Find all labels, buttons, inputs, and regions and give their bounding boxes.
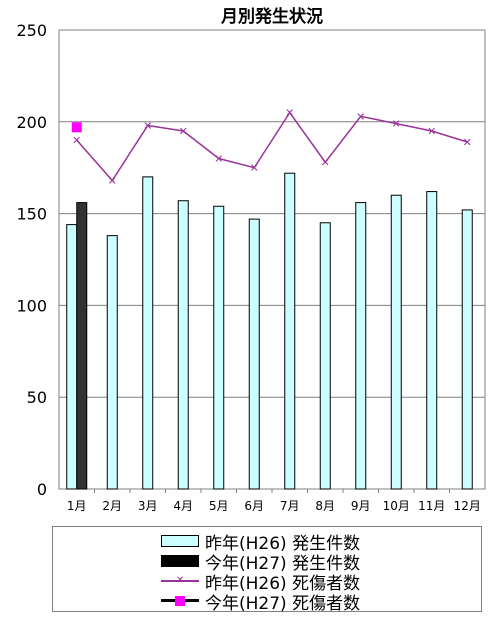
data-point-marker: ✕ xyxy=(427,125,436,138)
chart-title: 月別発生状況 xyxy=(220,6,323,27)
bar xyxy=(284,172,296,490)
legend-swatch-h26-incidents xyxy=(161,533,199,549)
legend-label-h27-incidents: 今年(H27) 発生件数 xyxy=(205,553,361,574)
data-point-marker: ✕ xyxy=(285,107,294,120)
bar xyxy=(248,218,260,490)
x-tick-label: 8月 xyxy=(315,499,335,513)
y-tick-label: 250 xyxy=(16,21,47,40)
bar xyxy=(319,222,331,490)
series-line xyxy=(76,111,468,182)
bar xyxy=(177,200,189,490)
legend-item-h26-incidents: 昨年(H26) 発生件数 xyxy=(161,531,361,554)
legend-item-h26-casualties: ✕ 昨年(H26) 死傷者数 xyxy=(161,571,361,594)
legend-item-h27-incidents: 今年(H27) 発生件数 xyxy=(161,551,361,574)
x-tick-label: 10月 xyxy=(383,499,410,513)
bar xyxy=(66,224,78,490)
x-tick-label: 9月 xyxy=(351,499,371,513)
x-tick-label: 6月 xyxy=(244,499,264,513)
y-tick-label: 50 xyxy=(27,388,47,407)
bar xyxy=(106,235,118,490)
x-tick-label: 3月 xyxy=(138,499,158,513)
legend-swatch-h27-casualties xyxy=(161,593,199,609)
bar xyxy=(355,202,367,490)
x-tick-label: 5月 xyxy=(209,499,229,513)
x-tick-label: 7月 xyxy=(280,499,300,513)
y-tick-label: 0 xyxy=(37,480,47,499)
data-point-marker: ✕ xyxy=(214,153,223,166)
legend-label-h26-incidents: 昨年(H26) 発生件数 xyxy=(205,533,361,554)
legend-item-h27-casualties: 今年(H27) 死傷者数 xyxy=(161,591,361,614)
x-tick-label: 11月 xyxy=(418,499,445,513)
data-point-marker: ✕ xyxy=(72,134,81,147)
legend-swatch-h26-casualties: ✕ xyxy=(161,573,199,589)
bar xyxy=(76,202,88,490)
legend-label-h26-casualties: 昨年(H26) 死傷者数 xyxy=(205,573,361,594)
y-tick-label: 100 xyxy=(16,296,47,315)
x-tick-label: 12月 xyxy=(454,499,481,513)
data-point-marker: ✕ xyxy=(463,136,472,149)
plot-border xyxy=(58,29,486,490)
data-point-marker: ✕ xyxy=(392,118,401,131)
x-tick-label: 1月 xyxy=(67,499,87,513)
data-point-marker: ✕ xyxy=(356,110,365,123)
chart-canvas: 月別発生状況 0 50 100 150 200 250 1月 2月 3月 4月 5月 6月 7月 8月 9月… xyxy=(16,6,486,513)
plot-area: 0 50 100 150 200 250 1月 2月 3月 4月 5月 6月 7月 8月 9月 10月 11月 1… xyxy=(16,21,486,513)
x-tick-label: 4月 xyxy=(173,499,193,513)
data-point-marker: ✕ xyxy=(108,175,117,188)
y-tick-label: 150 xyxy=(16,205,47,224)
bar xyxy=(426,191,438,490)
data-point-marker: ✕ xyxy=(250,162,259,175)
bar xyxy=(461,209,473,490)
legend-label-h27-casualties: 今年(H27) 死傷者数 xyxy=(205,593,361,614)
y-tick-label: 200 xyxy=(16,113,47,132)
data-point-marker: ✕ xyxy=(179,125,188,138)
x-tick-label: 2月 xyxy=(102,499,122,513)
bar xyxy=(390,194,402,490)
data-point-marker: ✕ xyxy=(321,156,330,169)
legend-swatch-h27-incidents xyxy=(161,553,199,569)
bar xyxy=(213,205,225,490)
bar xyxy=(142,176,154,490)
data-point-marker xyxy=(71,122,82,133)
data-point-marker: ✕ xyxy=(143,119,152,132)
legend: 昨年(H26) 発生件数 今年(H27) 発生件数 ✕ 昨年(H26) 死傷者数… xyxy=(52,526,482,614)
